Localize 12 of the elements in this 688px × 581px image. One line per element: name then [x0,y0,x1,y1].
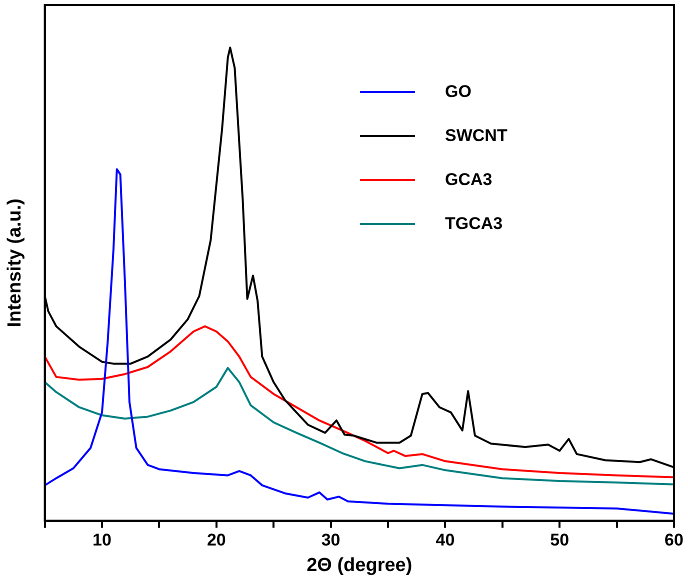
legend-label: TGCA3 [445,214,503,234]
y-axis-title: Intensity (a.u.) [4,198,26,328]
x-tick-label: 40 [436,530,455,550]
x-tick-label: 20 [206,530,226,550]
x-tick-label: 10 [92,530,112,550]
legend-label: GCA3 [445,170,492,190]
x-tick-label: 30 [321,530,340,550]
x-tick-label: 50 [550,530,570,550]
legend-label: GO [445,82,472,102]
x-axis-title: 2Θ (degree) [306,554,412,576]
x-tick-label: 60 [664,530,684,550]
legend-label: SWCNT [445,126,508,146]
